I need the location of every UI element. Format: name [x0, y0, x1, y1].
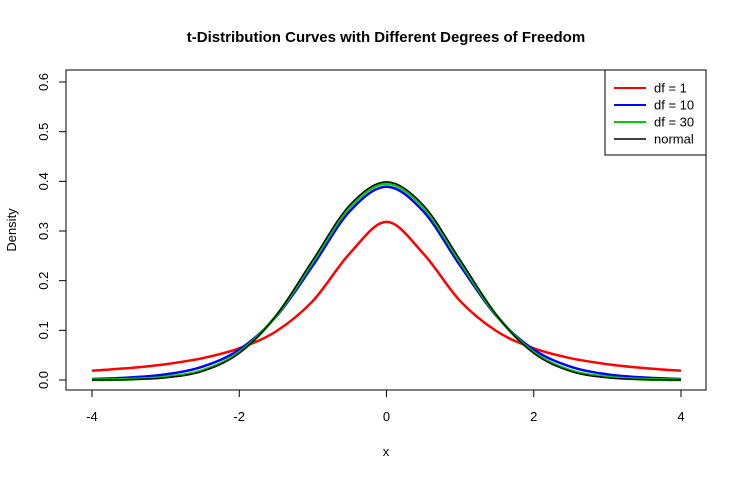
series-line-df-10 — [91, 185, 682, 381]
x-axis: -4 -2 0 2 4 — [86, 389, 685, 424]
y-tick-label: 0.2 — [36, 272, 51, 290]
x-tick-label: 2 — [530, 409, 537, 424]
x-tick-label: -4 — [86, 409, 98, 424]
curves — [91, 181, 682, 382]
y-axis: 0.0 0.1 0.2 0.3 0.4 0.5 0.6 — [36, 73, 67, 389]
y-tick-label: 0.4 — [36, 172, 51, 190]
x-tick-label: -2 — [233, 409, 245, 424]
y-tick-label: 0.0 — [36, 371, 51, 389]
y-tick-label: 0.1 — [36, 321, 51, 339]
legend-label-df-30: df = 30 — [654, 115, 694, 130]
x-axis-label: x — [383, 444, 390, 459]
x-tick-label: 4 — [677, 409, 684, 424]
chart-title: t-Distribution Curves with Different Deg… — [187, 29, 585, 46]
legend-label-df-1: df = 1 — [654, 81, 687, 96]
y-axis-label: Density — [4, 208, 19, 252]
legend-box — [604, 69, 707, 156]
series-line-normal — [91, 181, 682, 381]
legend-label-normal: normal — [654, 132, 694, 147]
y-tick-label: 0.6 — [36, 73, 51, 91]
y-tick-label: 0.3 — [36, 222, 51, 240]
x-tick-label: 0 — [383, 409, 390, 424]
series-line-df-30 — [91, 182, 682, 382]
series-line-df-1 — [91, 220, 682, 372]
legend-label-df-10: df = 10 — [654, 98, 694, 113]
y-tick-label: 0.5 — [36, 123, 51, 141]
legend: df = 1 df = 10 df = 30 normal — [604, 69, 707, 156]
